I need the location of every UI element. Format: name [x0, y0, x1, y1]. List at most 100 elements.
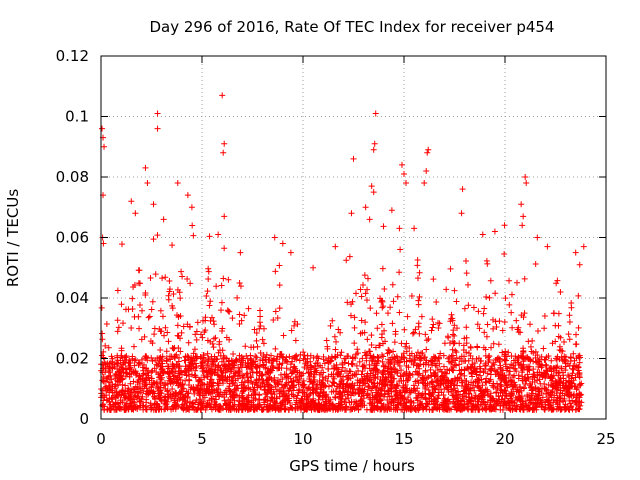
data-point	[189, 358, 196, 365]
data-point	[381, 286, 388, 293]
data-point	[407, 371, 414, 378]
data-point	[429, 389, 436, 396]
data-point	[260, 364, 267, 371]
data-point	[157, 347, 164, 354]
data-point	[431, 385, 438, 392]
data-point	[272, 400, 279, 407]
data-point	[399, 353, 406, 360]
data-point	[351, 324, 358, 331]
data-point	[162, 324, 169, 331]
data-point	[443, 286, 450, 293]
data-point	[287, 375, 294, 382]
data-point	[151, 393, 158, 400]
data-point	[520, 213, 527, 220]
data-point	[114, 287, 121, 294]
data-point	[150, 201, 157, 208]
data-point	[117, 363, 124, 370]
data-point	[569, 370, 576, 377]
data-point	[371, 140, 378, 147]
data-point	[147, 274, 154, 281]
data-point	[408, 387, 415, 394]
data-point	[478, 393, 485, 400]
data-point	[260, 352, 267, 359]
data-point	[369, 357, 376, 364]
data-point	[420, 361, 427, 368]
data-point	[338, 349, 345, 356]
data-point	[350, 155, 357, 162]
data-point	[529, 376, 536, 383]
data-point	[418, 377, 425, 383]
data-point	[111, 383, 118, 390]
data-point	[509, 406, 516, 413]
data-point	[104, 406, 111, 413]
data-point	[547, 389, 554, 396]
data-point	[163, 358, 170, 365]
data-point	[366, 394, 373, 401]
data-point	[434, 319, 441, 326]
data-point	[376, 391, 383, 398]
data-point	[272, 268, 279, 275]
data-point	[193, 384, 200, 391]
data-point	[119, 387, 126, 394]
data-point	[490, 325, 497, 332]
data-point	[390, 348, 397, 355]
data-point	[489, 382, 496, 389]
data-point	[277, 402, 284, 409]
data-point	[556, 356, 563, 363]
data-point	[135, 267, 142, 274]
y-tick-label: 0	[79, 410, 89, 428]
data-point	[224, 374, 231, 381]
data-point	[371, 403, 378, 410]
data-point	[269, 362, 276, 369]
data-point	[108, 405, 115, 412]
data-point	[259, 357, 266, 364]
data-point	[265, 374, 272, 381]
data-point	[456, 361, 463, 368]
data-point	[451, 322, 458, 329]
data-point	[555, 372, 562, 379]
data-point	[553, 280, 560, 287]
data-point	[128, 198, 135, 205]
data-point	[520, 358, 527, 365]
data-point	[387, 356, 394, 363]
data-point	[414, 377, 421, 384]
data-point	[570, 350, 577, 357]
data-point	[475, 308, 482, 315]
data-point	[236, 321, 243, 328]
data-point	[360, 363, 367, 370]
data-point	[451, 287, 458, 294]
data-point	[335, 405, 342, 412]
data-point	[272, 345, 279, 352]
data-point	[155, 392, 162, 399]
data-point	[428, 372, 435, 379]
data-point	[533, 396, 540, 403]
data-point	[438, 368, 445, 375]
data-point	[519, 373, 526, 380]
data-point	[415, 323, 422, 330]
data-point	[379, 331, 386, 338]
data-point	[556, 399, 563, 406]
data-point	[378, 390, 385, 397]
data-point	[252, 404, 259, 411]
data-point	[164, 393, 171, 400]
data-point	[166, 286, 173, 293]
data-point	[294, 321, 301, 328]
data-point	[476, 406, 483, 413]
data-point	[430, 276, 437, 283]
data-point	[201, 368, 208, 375]
data-point	[244, 355, 251, 362]
data-point	[379, 340, 386, 347]
data-point	[196, 377, 203, 384]
data-point	[241, 402, 248, 409]
data-point	[506, 277, 513, 284]
data-point	[222, 401, 229, 408]
data-point	[333, 338, 340, 345]
data-point	[185, 367, 192, 374]
data-point	[492, 290, 499, 297]
data-point	[127, 395, 134, 402]
data-point	[568, 304, 575, 311]
data-point	[195, 401, 202, 408]
data-point	[218, 358, 225, 365]
data-point	[497, 362, 504, 369]
data-point	[272, 308, 279, 315]
